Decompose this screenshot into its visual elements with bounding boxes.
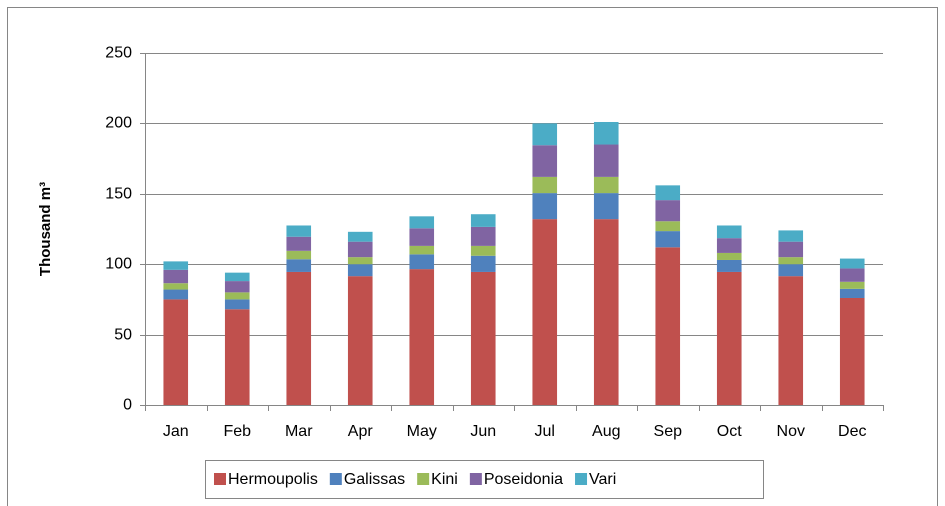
legend-box xyxy=(205,460,764,499)
y-tick-label: 50 xyxy=(114,327,132,344)
bar-segment xyxy=(716,252,742,260)
bar-segment xyxy=(347,231,373,242)
bar-segment xyxy=(655,221,681,232)
bar-segment xyxy=(532,176,558,194)
bar-segment xyxy=(778,276,804,405)
bar-segment xyxy=(778,257,804,265)
bar-segment xyxy=(532,219,558,405)
x-tick-label: Nov xyxy=(777,423,805,440)
bar-segment xyxy=(593,176,619,194)
legend-label: Kini xyxy=(431,471,458,488)
bar-segment xyxy=(655,247,681,405)
bar-segment xyxy=(716,225,742,239)
bar-segment xyxy=(716,271,742,405)
bar-segment xyxy=(716,238,742,253)
bar-segment xyxy=(286,236,312,251)
bar-segment xyxy=(716,259,742,272)
x-tick-label: Sep xyxy=(654,423,683,440)
bar-segment xyxy=(532,123,558,146)
bar-segment xyxy=(163,289,189,300)
bar-segment xyxy=(593,219,619,405)
bar-segment xyxy=(224,299,250,310)
bar-segment xyxy=(163,283,189,290)
bar-segment xyxy=(409,245,435,255)
legend-label: Galissas xyxy=(344,471,405,488)
bar-segment xyxy=(286,225,312,237)
bar-segment xyxy=(409,254,435,270)
x-tick-label: Dec xyxy=(838,423,866,440)
y-tick-label: 200 xyxy=(105,115,132,132)
legend-swatch xyxy=(469,473,482,485)
x-tick-label: Mar xyxy=(285,423,313,440)
bar-segment xyxy=(593,193,619,220)
y-tick-label: 0 xyxy=(123,397,132,414)
bar-segment xyxy=(409,269,435,405)
bar-segment xyxy=(224,272,250,282)
bar-segment xyxy=(839,268,865,282)
bar-segment xyxy=(778,264,804,277)
bar-segment xyxy=(470,271,496,405)
bar-segment xyxy=(839,288,865,298)
bar-segment xyxy=(347,257,373,265)
x-tick-label: Jul xyxy=(535,423,555,440)
legend-label: Vari xyxy=(589,471,616,488)
bar-segment xyxy=(470,226,496,246)
bar-segment xyxy=(224,309,250,405)
bar-segment xyxy=(655,200,681,222)
bar-segment xyxy=(347,264,373,277)
x-tick-label: Aug xyxy=(592,423,620,440)
bar-segment xyxy=(470,214,496,227)
bar-segment xyxy=(286,271,312,405)
bar-segment xyxy=(286,250,312,260)
x-tick-label: Apr xyxy=(348,423,374,440)
legend-swatch xyxy=(575,473,588,485)
y-tick-label: 250 xyxy=(105,45,132,62)
bar-segment xyxy=(778,241,804,258)
bar-segment xyxy=(839,281,865,289)
y-axis-label: Thousand m³ xyxy=(37,182,54,276)
y-tick-label: 100 xyxy=(105,256,132,273)
bar-segment xyxy=(163,269,189,284)
bar-segment xyxy=(532,193,558,220)
bar-segment xyxy=(470,245,496,256)
chart-frame xyxy=(7,7,938,506)
y-tick-label: 150 xyxy=(105,186,132,203)
bar-segment xyxy=(593,121,619,145)
bar-segment xyxy=(224,292,250,300)
bar-segment xyxy=(163,299,189,405)
bar-segment xyxy=(532,145,558,177)
legend-swatch xyxy=(417,473,430,485)
bar-segment xyxy=(655,231,681,248)
bar-segment xyxy=(409,216,435,229)
x-tick-label: Jun xyxy=(470,423,496,440)
legend-label: Poseidonia xyxy=(484,471,563,488)
bar-segment xyxy=(655,185,681,201)
x-tick-label: Oct xyxy=(717,423,742,440)
legend-swatch xyxy=(329,473,342,485)
bar-segment xyxy=(470,255,496,272)
x-tick-label: Jan xyxy=(163,423,189,440)
x-tick-label: May xyxy=(407,423,437,440)
bar-segment xyxy=(839,297,865,405)
bar-segment xyxy=(224,281,250,293)
bar-segment xyxy=(839,258,865,269)
bar-segment xyxy=(593,144,619,177)
legend-swatch xyxy=(214,473,226,485)
bar-segment xyxy=(347,241,373,258)
bar-segment xyxy=(778,230,804,242)
bar-segment xyxy=(163,261,189,270)
bar-segment xyxy=(409,228,435,246)
legend-label: Hermoupolis xyxy=(228,471,318,488)
bar-segment xyxy=(347,276,373,405)
x-tick-label: Feb xyxy=(223,423,251,440)
bar-segment xyxy=(286,259,312,272)
